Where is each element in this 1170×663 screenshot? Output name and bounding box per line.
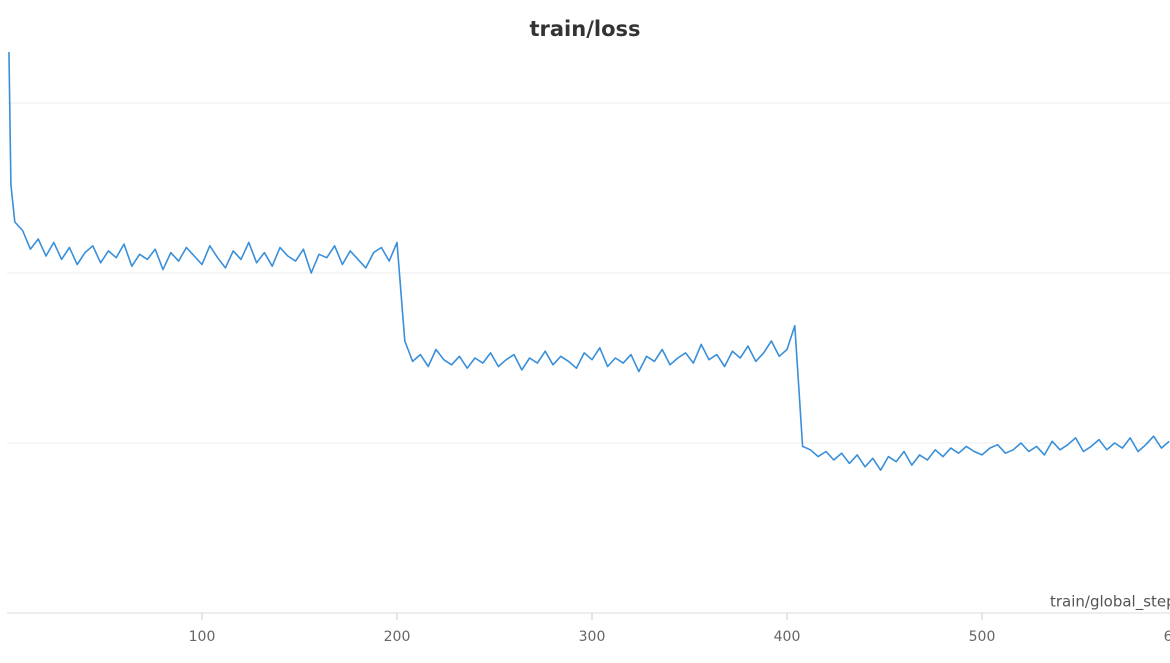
x-tick-label: 200 bbox=[384, 629, 411, 645]
loss-line bbox=[8, 51, 1170, 471]
x-tick-label: 600 bbox=[1164, 629, 1170, 645]
x-tick-label: 100 bbox=[189, 629, 216, 645]
chart-title: train/loss bbox=[529, 17, 640, 41]
x-tick-label: 400 bbox=[774, 629, 801, 645]
x-tick-label: 500 bbox=[969, 629, 996, 645]
x-axis-label: train/global_step bbox=[1050, 593, 1170, 612]
x-tick-label: 300 bbox=[579, 629, 606, 645]
